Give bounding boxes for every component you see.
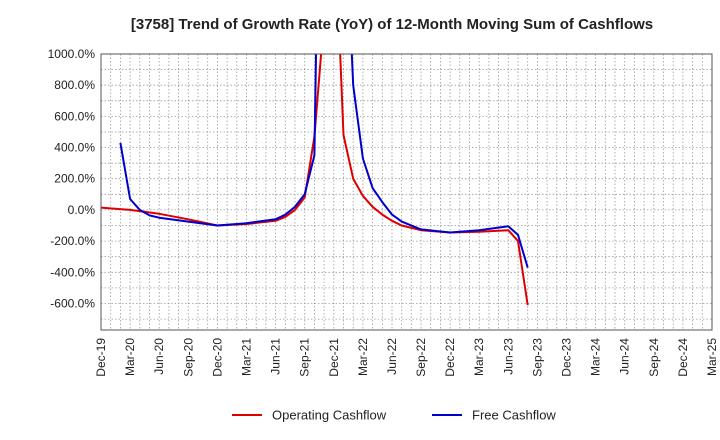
y-tick-label: 1000.0%: [48, 47, 96, 61]
legend-label: Operating Cashflow: [272, 408, 387, 423]
x-tick-label: Sep-23: [530, 338, 544, 377]
y-tick-label: 400.0%: [54, 141, 95, 155]
y-tick-label: 200.0%: [54, 172, 95, 186]
y-tick-label: -200.0%: [50, 234, 95, 248]
x-tick-label: Jun-22: [385, 338, 399, 375]
x-tick-label: Dec-21: [327, 338, 341, 377]
x-tick-label: Dec-19: [94, 338, 108, 377]
x-tick-label: Sep-24: [647, 338, 661, 377]
y-tick-label: -400.0%: [50, 265, 95, 279]
chart-title: [3758] Trend of Growth Rate (YoY) of 12-…: [131, 16, 653, 33]
y-tick-label: 600.0%: [54, 109, 95, 123]
axes: 1000.0% 800.0% 600.0% 400.0% 200.0% 0.0% -200.…: [48, 47, 719, 377]
x-tick-label: Dec-22: [443, 338, 457, 377]
y-tick-label: 800.0%: [54, 78, 95, 92]
x-tick-label: Mar-21: [239, 338, 253, 376]
x-tick-label: Dec-23: [560, 338, 574, 377]
x-tick-label: Jun-24: [618, 338, 632, 375]
y-tick-label: 0.0%: [68, 203, 96, 217]
legend-label: Free Cashflow: [472, 408, 556, 423]
series-line-free-cashflow: [119, 54, 529, 268]
x-tick-label: Sep-20: [181, 338, 195, 377]
x-tick-label: Dec-20: [210, 338, 224, 377]
x-tick-label: Jun-20: [152, 338, 166, 375]
legend: Operating Cashflow Free Cashflow: [232, 408, 556, 423]
x-tick-label: Mar-20: [123, 338, 137, 376]
x-tick-label: Mar-22: [356, 338, 370, 376]
x-tick-label: Mar-25: [705, 338, 719, 376]
plot-area: [101, 54, 529, 306]
x-tick-label: Jun-21: [269, 338, 283, 375]
x-tick-label: Jun-23: [501, 338, 515, 375]
x-tick-label: Dec-24: [676, 338, 690, 377]
plot-frame: [100, 53, 713, 331]
x-tick-label: Sep-22: [414, 338, 428, 377]
grid: [101, 54, 712, 330]
x-tick-label: Mar-23: [472, 338, 486, 376]
x-tick-label: Sep-21: [298, 338, 312, 377]
x-tick-label: Mar-24: [589, 338, 603, 376]
y-tick-label: -600.0%: [50, 296, 95, 310]
